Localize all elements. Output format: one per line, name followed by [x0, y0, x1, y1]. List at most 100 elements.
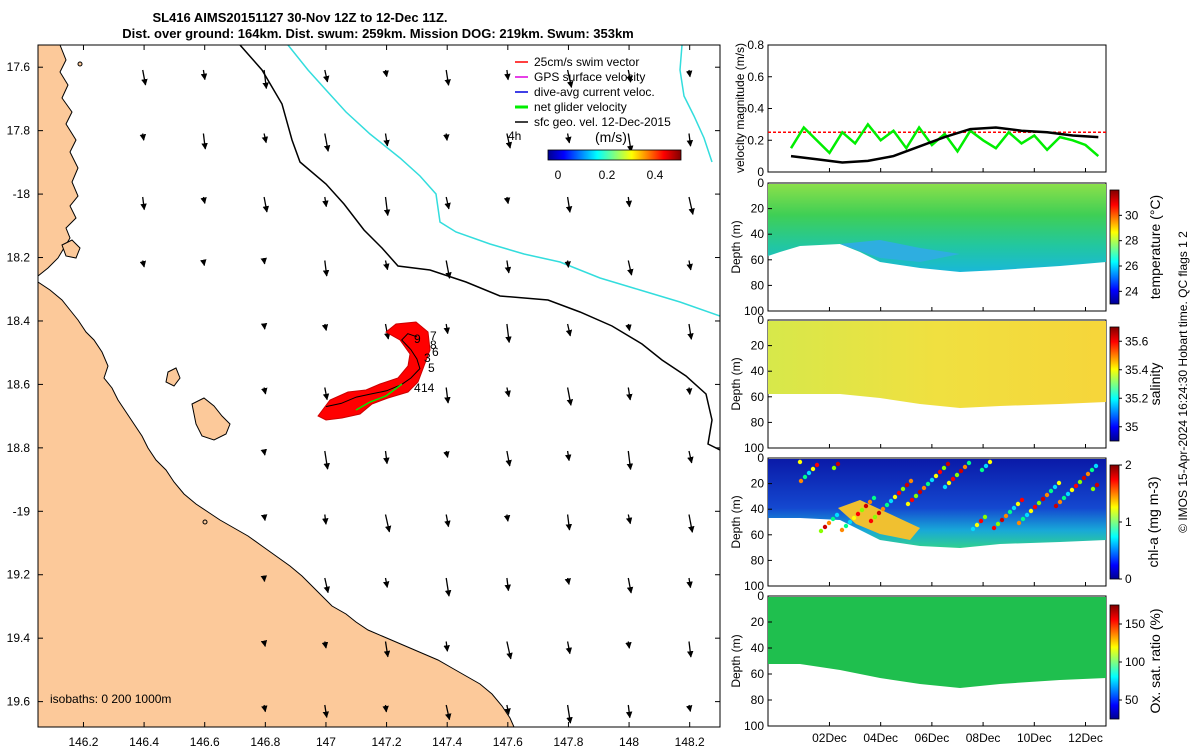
chl-sample: [867, 499, 873, 505]
geo-velocity-arrow: [261, 387, 268, 395]
chl-sample: [1048, 488, 1054, 494]
track-line: [325, 333, 421, 408]
chl-sample: [806, 470, 812, 476]
time-tick-label: 12Dec: [1068, 731, 1103, 745]
chl-sample: [1020, 516, 1026, 522]
geo-velocity-arrow: [566, 704, 573, 724]
figure-title-line1: SL416 AIMS20151127 30-Nov 12Z to 12-Dec …: [152, 10, 447, 25]
depth-tick-label: 0: [757, 176, 764, 190]
geo-velocity-arrow: [200, 69, 208, 81]
legend-net-label: net glider velocity: [534, 100, 627, 114]
depth-avg-speed-line: [790, 126, 1099, 164]
net-speed-line: [789, 122, 1100, 158]
chl-sample: [937, 469, 943, 475]
geo-velocity-arrow: [566, 69, 574, 88]
chlorophyll-colorbar: [1109, 464, 1120, 580]
reef-islet: [77, 61, 83, 67]
time-tick-label: 02Dec: [812, 731, 847, 745]
glider-track: 7 8 9 6 3 5 4 14: [317, 321, 439, 421]
chl-sample: [908, 478, 914, 484]
chl-sample: [946, 480, 952, 486]
geo-velocity-arrow: [625, 196, 633, 208]
chl-sample: [945, 461, 951, 467]
chlorophyll-field: [768, 459, 1106, 548]
geo-velocity-arrow: [139, 260, 147, 268]
colorbar-tick-label: 0: [1125, 572, 1132, 586]
depth-tick-label: 40: [751, 502, 765, 516]
geo-velocity-arrow: [626, 69, 633, 83]
chl-sample: [1065, 491, 1071, 497]
depth-tick-label: 20: [751, 615, 765, 629]
legend-swim-label: 25cm/s swim vector: [534, 55, 639, 69]
chl-sample: [987, 459, 993, 465]
geo-velocity-arrow: [685, 69, 693, 78]
geo-velocity-arrow: [444, 514, 451, 528]
chl-sample: [954, 472, 960, 478]
chl-sample: [831, 465, 837, 471]
chl-sample: [868, 518, 874, 524]
chl-sample: [904, 482, 910, 488]
chl-sample: [991, 525, 997, 531]
geo-velocity-arrow: [260, 322, 268, 330]
velocity-y-tick-label: 0.4: [747, 102, 764, 116]
geo-velocity-arrow: [321, 323, 329, 332]
map-x-tick-label: 148.2: [675, 735, 705, 749]
reef-islet: [202, 519, 208, 525]
geo-velocity-arrow: [323, 450, 330, 470]
salinity-field: [768, 321, 1106, 408]
coastline-land: [38, 45, 79, 277]
chl-sample: [830, 516, 836, 522]
depth-tick-label: 80: [751, 693, 765, 707]
colorbar-tick-label: 28: [1125, 234, 1139, 248]
depth-tick-label: 60: [751, 667, 765, 681]
temperature-ylabel: Depth (m): [729, 220, 743, 273]
depth-tick-label: 40: [751, 364, 765, 378]
geo-velocity-arrow: [260, 257, 267, 265]
geo-velocity-arrow: [444, 577, 452, 597]
map-y-tick-label: 18.8: [7, 441, 31, 455]
time-tick-label: 06Dec: [915, 731, 950, 745]
velocity-y-axis: 0 0.2 0.4 0.6 0.8: [747, 38, 772, 179]
isobath-legend: isobaths: 0 200 1000m: [50, 692, 171, 706]
geo-velocity-arrow: [382, 704, 389, 713]
time-tick-label: 04Dec: [863, 731, 898, 745]
colorbar-tick-label: 35.4: [1125, 363, 1149, 377]
geo-velocity-arrow: [565, 641, 573, 655]
map-x-tick-label: 146.8: [250, 735, 280, 749]
colorbar-label: (m/s): [595, 129, 627, 145]
track-label-8: 8: [430, 338, 437, 352]
map-y-tick-label: 18.2: [7, 251, 31, 265]
geo-velocity-arrow: [504, 69, 511, 81]
map-y-tick-label: 19.2: [7, 568, 31, 582]
chl-sample: [978, 518, 984, 524]
chl-sample: [1077, 479, 1083, 485]
geo-velocity-arrow: [686, 260, 693, 271]
chl-sample: [1016, 520, 1022, 526]
geo-velocity-arrow: [260, 514, 268, 522]
map-x-tick-label: 147.6: [493, 735, 523, 749]
geo-velocity-arrow: [687, 450, 694, 464]
colorbar-tick-label: 26: [1125, 259, 1139, 273]
geo-velocity-arrow: [504, 577, 511, 592]
track-label-5: 5: [428, 361, 435, 375]
colorbar-tick-label: 2: [1125, 458, 1132, 472]
chl-sample: [983, 463, 989, 469]
geo-velocity-arrow: [383, 641, 391, 658]
geo-velocity-arrow: [625, 323, 632, 332]
geo-velocity-arrow: [383, 133, 390, 147]
map-x-tick-label: 146.6: [190, 735, 220, 749]
geo-velocity-arrow: [687, 323, 694, 340]
legend-gps-label: GPS surface velocity: [534, 70, 645, 84]
oxygen-colorbar: [1109, 604, 1120, 720]
chl-sample: [1073, 483, 1079, 489]
geo-velocity-arrow: [505, 323, 512, 344]
map-x-tick-label: 147: [316, 735, 336, 749]
geo-velocity-arrow: [261, 133, 269, 144]
salinity-colorbar-ticks: 35 35.2 35.4 35.6: [1119, 334, 1149, 434]
oxygen-field: [768, 597, 1106, 688]
chl-sample: [962, 464, 968, 470]
chlorophyll-colorbar-ticks: 0 1 2: [1119, 458, 1132, 586]
depth-tick-label: 60: [751, 528, 765, 542]
chl-sample: [884, 502, 890, 508]
colorbar-tick-label: 35.6: [1125, 334, 1149, 348]
